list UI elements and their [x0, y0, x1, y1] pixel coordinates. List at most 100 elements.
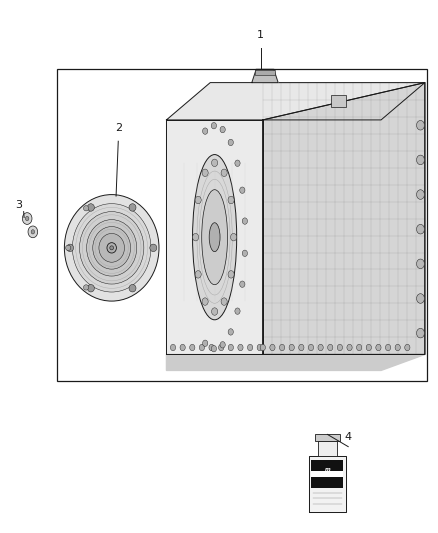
- Ellipse shape: [87, 285, 94, 292]
- Circle shape: [240, 187, 245, 193]
- Circle shape: [270, 344, 275, 351]
- Circle shape: [202, 128, 208, 134]
- Circle shape: [31, 230, 35, 234]
- Circle shape: [337, 344, 343, 351]
- Circle shape: [289, 344, 294, 351]
- Circle shape: [238, 344, 243, 351]
- Circle shape: [195, 196, 201, 204]
- Ellipse shape: [129, 285, 136, 292]
- Circle shape: [28, 226, 38, 238]
- Circle shape: [299, 344, 304, 351]
- Ellipse shape: [66, 245, 71, 251]
- Circle shape: [230, 233, 237, 241]
- Bar: [315, 434, 340, 441]
- Circle shape: [417, 294, 424, 303]
- Circle shape: [202, 169, 208, 176]
- Circle shape: [228, 139, 233, 146]
- Circle shape: [240, 281, 245, 287]
- Text: 3: 3: [15, 200, 22, 210]
- Circle shape: [247, 344, 253, 351]
- Ellipse shape: [202, 190, 227, 285]
- Ellipse shape: [72, 204, 151, 292]
- Ellipse shape: [93, 227, 131, 269]
- Circle shape: [228, 271, 234, 278]
- Circle shape: [257, 344, 262, 351]
- Circle shape: [180, 344, 185, 351]
- Circle shape: [25, 216, 29, 221]
- Text: m: m: [325, 467, 330, 472]
- Circle shape: [328, 344, 333, 351]
- Text: 1: 1: [257, 30, 264, 39]
- Ellipse shape: [67, 244, 74, 252]
- Ellipse shape: [110, 246, 113, 250]
- Ellipse shape: [209, 223, 220, 252]
- Bar: [311, 460, 343, 488]
- Circle shape: [228, 329, 233, 335]
- Circle shape: [221, 298, 227, 305]
- Circle shape: [357, 344, 362, 351]
- Circle shape: [211, 345, 216, 352]
- Polygon shape: [309, 456, 346, 512]
- Ellipse shape: [107, 243, 117, 253]
- Text: 4: 4: [345, 432, 352, 442]
- Text: 2: 2: [115, 123, 122, 133]
- Circle shape: [308, 344, 314, 351]
- Circle shape: [202, 298, 208, 305]
- Bar: [318, 441, 337, 456]
- Polygon shape: [166, 120, 263, 354]
- Circle shape: [202, 340, 208, 346]
- Ellipse shape: [150, 244, 157, 252]
- Circle shape: [417, 155, 424, 165]
- Circle shape: [242, 250, 247, 256]
- Circle shape: [417, 190, 424, 199]
- Circle shape: [228, 196, 234, 204]
- Circle shape: [22, 213, 32, 224]
- Ellipse shape: [87, 220, 137, 276]
- Circle shape: [190, 344, 195, 351]
- Circle shape: [212, 308, 218, 315]
- Polygon shape: [166, 354, 425, 370]
- Circle shape: [220, 342, 225, 348]
- Circle shape: [395, 344, 400, 351]
- Polygon shape: [252, 69, 278, 83]
- Ellipse shape: [87, 204, 94, 211]
- Ellipse shape: [64, 195, 159, 301]
- Circle shape: [376, 344, 381, 351]
- Circle shape: [219, 344, 224, 351]
- Circle shape: [260, 344, 265, 351]
- Circle shape: [235, 308, 240, 314]
- Circle shape: [242, 218, 247, 224]
- Ellipse shape: [129, 204, 136, 211]
- Circle shape: [385, 344, 391, 351]
- Circle shape: [417, 259, 424, 269]
- Bar: [331, 95, 346, 107]
- Circle shape: [199, 344, 205, 351]
- Circle shape: [417, 120, 424, 130]
- Circle shape: [347, 344, 352, 351]
- Polygon shape: [166, 83, 425, 120]
- Circle shape: [221, 169, 227, 176]
- Circle shape: [318, 344, 323, 351]
- Circle shape: [212, 159, 218, 166]
- Circle shape: [209, 344, 214, 351]
- Circle shape: [170, 344, 176, 351]
- Circle shape: [193, 233, 199, 241]
- Ellipse shape: [84, 285, 89, 290]
- Circle shape: [220, 126, 225, 133]
- Circle shape: [228, 344, 233, 351]
- Bar: [57, 69, 427, 381]
- Circle shape: [235, 160, 240, 166]
- Polygon shape: [263, 83, 425, 354]
- Bar: [255, 70, 275, 75]
- Circle shape: [211, 123, 216, 129]
- Circle shape: [279, 344, 285, 351]
- Circle shape: [405, 344, 410, 351]
- Ellipse shape: [99, 233, 124, 262]
- Circle shape: [366, 344, 371, 351]
- Ellipse shape: [193, 155, 237, 320]
- Circle shape: [417, 328, 424, 338]
- Bar: [311, 471, 343, 477]
- Circle shape: [195, 271, 201, 278]
- Ellipse shape: [80, 212, 144, 284]
- Circle shape: [417, 224, 424, 234]
